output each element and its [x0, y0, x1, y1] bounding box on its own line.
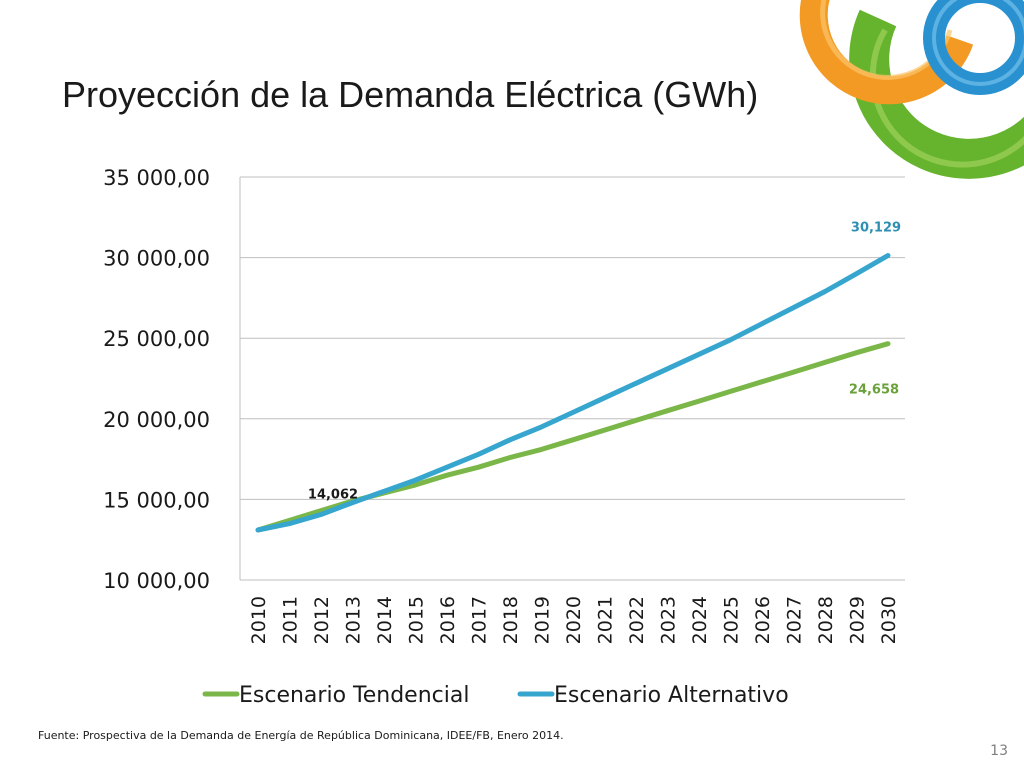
page-title: Proyección de la Demanda Eléctrica (GWh) — [62, 74, 759, 115]
x-tick-label: 2021 — [595, 596, 617, 644]
x-tick-label: 2017 — [469, 596, 491, 644]
source-footnote: Fuente: Prospectiva de la Demanda de Ene… — [38, 729, 564, 742]
x-tick-label: 2027 — [784, 596, 806, 644]
x-tick-label: 2019 — [532, 596, 554, 644]
y-tick-label: 10 000,00 — [103, 569, 210, 593]
x-tick-label: 2012 — [311, 596, 333, 644]
x-tick-label: 2023 — [658, 596, 680, 644]
x-tick-label: 2022 — [626, 596, 648, 644]
page-number: 13 — [990, 743, 1008, 759]
legend-label-alternativo: Escenario Alternativo — [554, 683, 789, 708]
x-tick-label: 2013 — [343, 596, 365, 644]
y-tick-label: 30 000,00 — [103, 247, 210, 271]
data-label: 24,658 — [849, 383, 899, 398]
x-tick-label: 2029 — [847, 596, 869, 644]
series-line-alternativo — [255, 253, 891, 533]
x-tick-label: 2030 — [878, 596, 900, 644]
x-tick-label: 2018 — [500, 596, 522, 644]
x-tick-label: 2016 — [437, 596, 459, 644]
x-tick-label: 2025 — [721, 596, 743, 644]
data-label: 30,129 — [851, 221, 901, 236]
y-tick-label: 15 000,00 — [103, 488, 210, 512]
x-tick-label: 2014 — [374, 596, 396, 644]
x-tick-label: 2011 — [280, 596, 302, 644]
x-tick-label: 2028 — [815, 596, 837, 644]
legend-label-tendencial: Escenario Tendencial — [239, 683, 469, 708]
data-label: 14,062 — [308, 488, 358, 503]
x-tick-label: 2010 — [248, 596, 270, 644]
x-tick-label: 2024 — [689, 596, 711, 644]
x-tick-label: 2015 — [406, 596, 428, 644]
y-tick-label: 35 000,00 — [103, 166, 210, 190]
y-tick-label: 25 000,00 — [103, 327, 210, 351]
y-tick-label: 20 000,00 — [103, 408, 210, 432]
x-tick-label: 2026 — [752, 596, 774, 644]
x-tick-label: 2020 — [563, 596, 585, 644]
